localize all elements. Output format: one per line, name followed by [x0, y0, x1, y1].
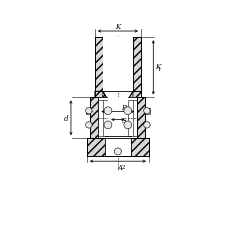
Text: d: d	[64, 114, 68, 122]
Text: K: K	[155, 62, 160, 70]
Polygon shape	[102, 92, 106, 98]
Polygon shape	[94, 92, 106, 98]
Circle shape	[85, 108, 92, 114]
Circle shape	[114, 148, 121, 155]
Text: B: B	[120, 103, 125, 111]
Bar	[104, 139, 131, 156]
Polygon shape	[137, 98, 145, 139]
Text: K: K	[115, 22, 120, 30]
Bar	[98, 98, 137, 139]
Polygon shape	[129, 92, 132, 98]
Polygon shape	[129, 92, 140, 98]
Text: 1: 1	[123, 120, 126, 125]
Bar	[108, 98, 127, 139]
Text: S: S	[121, 116, 126, 124]
Bar	[102, 38, 132, 92]
Text: 1: 1	[157, 66, 160, 71]
Polygon shape	[87, 139, 148, 156]
Circle shape	[104, 121, 111, 129]
Bar	[86, 108, 90, 114]
Polygon shape	[90, 98, 98, 139]
Circle shape	[143, 108, 150, 114]
Text: 2: 2	[121, 165, 125, 170]
Bar	[108, 101, 127, 136]
Bar	[145, 108, 149, 114]
Polygon shape	[94, 38, 102, 92]
Circle shape	[143, 122, 150, 128]
Circle shape	[123, 107, 131, 115]
Circle shape	[85, 122, 92, 128]
Polygon shape	[132, 38, 140, 92]
Circle shape	[123, 121, 131, 129]
Circle shape	[104, 107, 111, 115]
Text: A: A	[117, 163, 122, 171]
